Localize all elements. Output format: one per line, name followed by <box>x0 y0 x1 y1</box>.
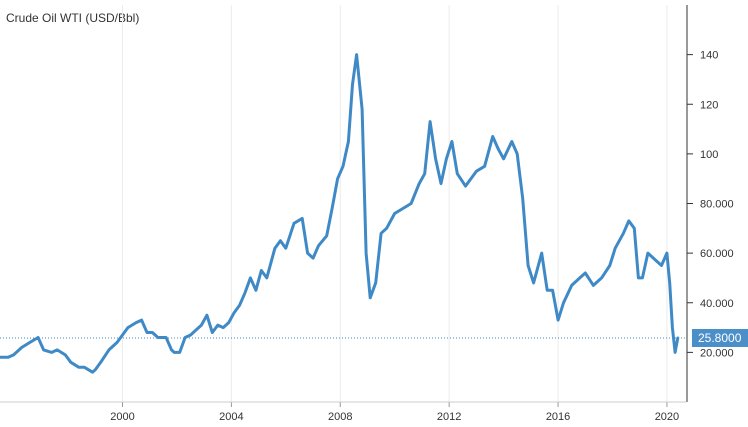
x-tick-label: 2008 <box>328 411 352 423</box>
last-value-label: 25.8000 <box>698 331 742 345</box>
y-tick-label: 20.000 <box>700 347 734 359</box>
last-value-group: 25.8000 <box>692 328 748 347</box>
x-tick-label: 2020 <box>655 411 679 423</box>
y-tick-label: 80.000 <box>700 199 734 211</box>
grid <box>122 5 668 402</box>
y-tick-label: 120 <box>700 99 718 111</box>
x-tick-label: 2016 <box>546 411 570 423</box>
chart-title: Crude Oil WTI (USD/Bbl) <box>6 11 140 25</box>
y-tick-label: 100 <box>700 149 718 161</box>
y-tick-label: 60.000 <box>700 248 734 260</box>
x-tick-label: 2012 <box>437 411 461 423</box>
y-tick-label: 140 <box>700 50 718 62</box>
axes: 2000 2004 2008 2012 2016 2020 20.000 40.000 60.0… <box>0 5 734 423</box>
x-tick-label: 2000 <box>110 411 134 423</box>
last-value-badge <box>692 328 748 347</box>
series-group <box>0 53 680 374</box>
series-line <box>0 53 680 374</box>
y-tick-label: 40.000 <box>700 298 734 310</box>
x-tick-label: 2004 <box>219 411 243 423</box>
